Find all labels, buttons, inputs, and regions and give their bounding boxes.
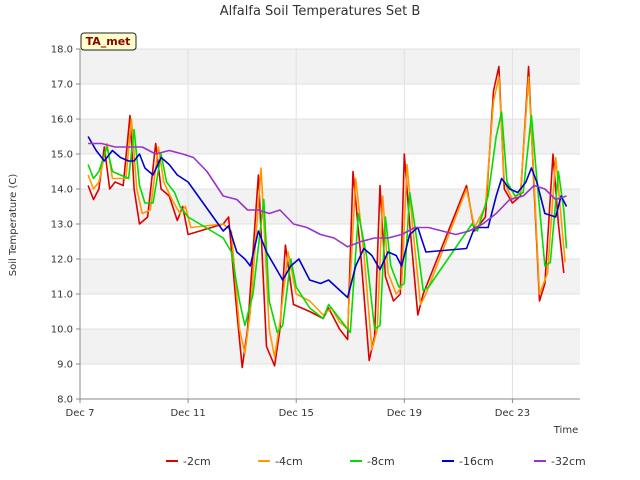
legend-item: -2cm	[166, 455, 211, 468]
ta-met-badge: TA_met	[80, 32, 137, 51]
legend-item: -4cm	[258, 455, 303, 468]
series-line-minus-16cm	[87, 136, 568, 299]
y-axis-label: Soil Temperature (C)	[8, 174, 19, 277]
y-tick-label: 9.0	[57, 360, 73, 371]
y-tick-label: 13.0	[51, 220, 73, 231]
x-tick-label: Dec 11	[170, 408, 205, 419]
plot-band	[80, 259, 580, 294]
plot-band	[80, 49, 580, 84]
series-line-minus-8cm	[87, 111, 568, 334]
legend-label: -8cm	[367, 455, 395, 468]
chart-title: Alfalfa Soil Temperatures Set B	[220, 4, 421, 19]
series-line-minus-32cm	[88, 142, 567, 248]
series-layer	[87, 65, 568, 369]
y-tick-label: 18.0	[51, 45, 73, 56]
y-tick-label: 10.0	[51, 325, 73, 336]
legend-item: -32cm	[534, 455, 586, 468]
series-line-minus-2cm	[87, 65, 565, 369]
x-axis-label: Time	[553, 425, 578, 436]
series-line-minus-4cm	[87, 76, 566, 358]
legend: -2cm -4cm -8cm -16cm -32cm	[166, 455, 586, 468]
y-tick-label: 12.0	[51, 255, 73, 266]
y-tick-label: 15.0	[51, 150, 73, 161]
legend-label: -2cm	[183, 455, 211, 468]
legend-item: -8cm	[350, 455, 395, 468]
legend-item: -16cm	[442, 455, 494, 468]
badge-box	[80, 32, 137, 51]
y-tick-label: 8.0	[57, 395, 73, 406]
x-tick-label: Dec 19	[387, 408, 422, 419]
legend-label: -4cm	[275, 455, 303, 468]
y-tick-label: 17.0	[51, 80, 73, 91]
legend-label: -16cm	[459, 455, 494, 468]
x-tick-label: Dec 15	[279, 408, 314, 419]
x-tick-label: Dec 7	[66, 408, 95, 419]
y-tick-label: 11.0	[51, 290, 73, 301]
plot-band	[80, 329, 580, 364]
y-tick-label: 14.0	[51, 185, 73, 196]
badge-text: TA_met	[86, 35, 131, 48]
y-tick-label: 16.0	[51, 115, 73, 126]
axes: 8.0 9.0 10.0 11.0 12.0 13.0 14.0 15.0 16.0 17.0 18…	[51, 45, 580, 419]
x-tick-label: Dec 23	[495, 408, 530, 419]
legend-label: -32cm	[551, 455, 586, 468]
